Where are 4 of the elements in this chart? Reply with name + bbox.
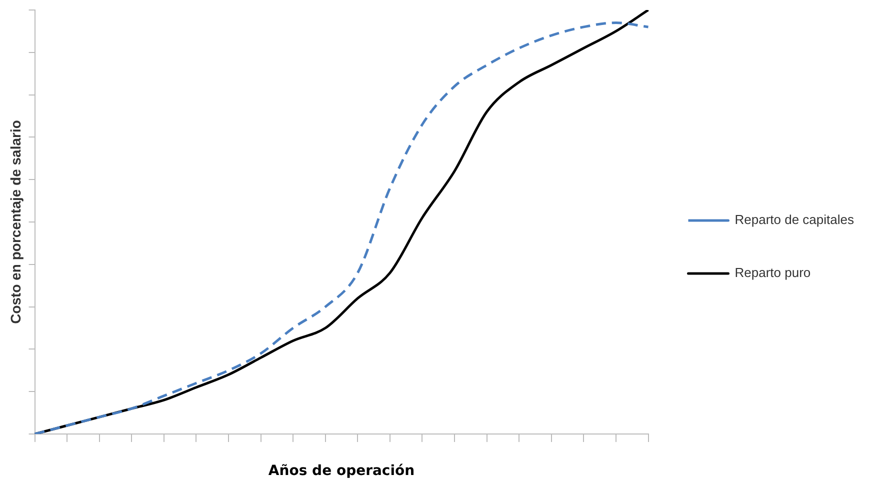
y-axis-title: Costo en porcentaje de salario xyxy=(7,120,24,324)
legend-label: Reparto puro xyxy=(734,265,811,280)
legend-label: Reparto de capitales xyxy=(734,212,854,228)
x-axis-title: Años de operación xyxy=(268,463,415,480)
